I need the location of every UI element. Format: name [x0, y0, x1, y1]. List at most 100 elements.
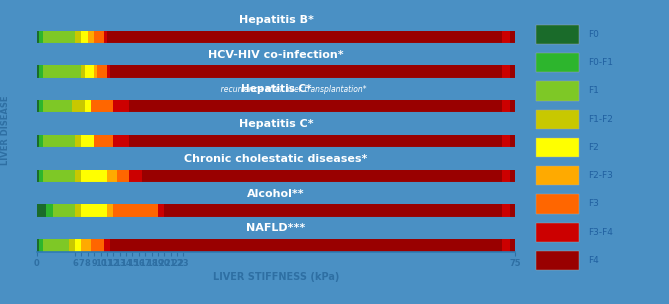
Bar	[537, 194, 579, 214]
Bar	[107, 170, 116, 183]
Bar	[94, 31, 104, 44]
Bar	[75, 204, 82, 218]
Bar	[82, 239, 91, 252]
Bar	[537, 25, 579, 44]
Bar	[84, 100, 91, 113]
Bar	[94, 65, 98, 79]
Bar	[510, 100, 515, 113]
Bar	[39, 31, 43, 44]
Bar	[37, 44, 515, 79]
Bar	[510, 239, 515, 252]
Text: F0: F0	[589, 30, 599, 39]
Bar	[510, 135, 515, 148]
Bar	[537, 166, 579, 185]
Bar	[37, 170, 39, 183]
Bar	[37, 239, 39, 252]
Bar	[82, 65, 85, 79]
Text: F4: F4	[589, 256, 599, 265]
Bar	[43, 170, 75, 183]
Bar	[510, 31, 515, 44]
Bar	[502, 100, 510, 113]
Bar	[502, 135, 510, 148]
Bar	[98, 65, 107, 79]
Bar	[113, 135, 129, 148]
Bar	[37, 218, 515, 252]
Bar	[502, 65, 510, 79]
Bar	[104, 31, 107, 44]
Bar	[129, 100, 502, 113]
Bar	[84, 65, 94, 79]
Bar	[43, 100, 72, 113]
Text: recurrence after liver transplantation*: recurrence after liver transplantation*	[185, 85, 367, 94]
Text: F2-F3: F2-F3	[589, 171, 613, 180]
Bar	[43, 135, 75, 148]
Bar	[537, 223, 579, 242]
Bar	[37, 100, 39, 113]
Bar	[537, 81, 579, 101]
Text: Chronic cholestatic diseases*: Chronic cholestatic diseases*	[184, 154, 368, 164]
Bar	[37, 183, 515, 218]
Bar	[107, 204, 113, 218]
Bar	[37, 148, 515, 183]
Bar	[37, 79, 515, 113]
Bar	[116, 170, 129, 183]
Text: NAFLD***: NAFLD***	[246, 223, 306, 233]
Bar	[91, 100, 113, 113]
Text: F0-F1: F0-F1	[589, 58, 613, 67]
Text: F1-F2: F1-F2	[589, 115, 613, 124]
Bar	[510, 170, 515, 183]
Bar	[113, 204, 158, 218]
Text: Hepatitis C*: Hepatitis C*	[241, 85, 311, 94]
Bar	[510, 65, 515, 79]
Bar	[107, 31, 502, 44]
Bar	[37, 135, 39, 148]
Bar	[37, 113, 515, 148]
Bar	[37, 31, 39, 44]
Bar	[72, 100, 84, 113]
Bar	[129, 170, 142, 183]
Text: Hepatitis B*: Hepatitis B*	[239, 15, 313, 25]
Text: Alcohol**: Alcohol**	[247, 188, 305, 199]
Bar	[39, 170, 43, 183]
Bar	[39, 135, 43, 148]
Bar	[88, 31, 94, 44]
Bar	[43, 31, 75, 44]
Bar	[69, 239, 75, 252]
Bar	[43, 65, 82, 79]
Bar	[510, 204, 515, 218]
Bar	[113, 100, 129, 113]
Bar	[537, 109, 579, 129]
Text: LIVER DISEASE: LIVER DISEASE	[1, 96, 10, 165]
Bar	[502, 204, 510, 218]
Bar	[39, 65, 43, 79]
X-axis label: LIVER STIFFNESS (kPa): LIVER STIFFNESS (kPa)	[213, 272, 339, 282]
Bar	[39, 100, 43, 113]
Bar	[75, 31, 82, 44]
Text: HCV-HIV co-infection*: HCV-HIV co-infection*	[208, 50, 344, 60]
Bar	[75, 239, 82, 252]
Bar	[537, 138, 579, 157]
Bar	[165, 204, 502, 218]
Bar	[537, 251, 579, 270]
Text: F1: F1	[589, 86, 599, 95]
Bar	[158, 204, 165, 218]
Text: F3-F4: F3-F4	[589, 228, 613, 237]
Bar	[502, 239, 510, 252]
Bar	[53, 204, 75, 218]
Bar	[502, 31, 510, 44]
Bar	[110, 239, 502, 252]
Bar	[94, 135, 113, 148]
Bar	[82, 170, 107, 183]
Bar	[502, 170, 510, 183]
Text: Hepatitis C*: Hepatitis C*	[239, 119, 313, 129]
Text: F3: F3	[589, 199, 599, 209]
Bar	[39, 239, 43, 252]
Bar	[537, 53, 579, 72]
Bar	[142, 170, 502, 183]
Bar	[104, 239, 110, 252]
Bar	[46, 204, 53, 218]
Bar	[82, 135, 94, 148]
Bar	[107, 65, 110, 79]
Bar	[37, 9, 515, 44]
Bar	[75, 170, 82, 183]
